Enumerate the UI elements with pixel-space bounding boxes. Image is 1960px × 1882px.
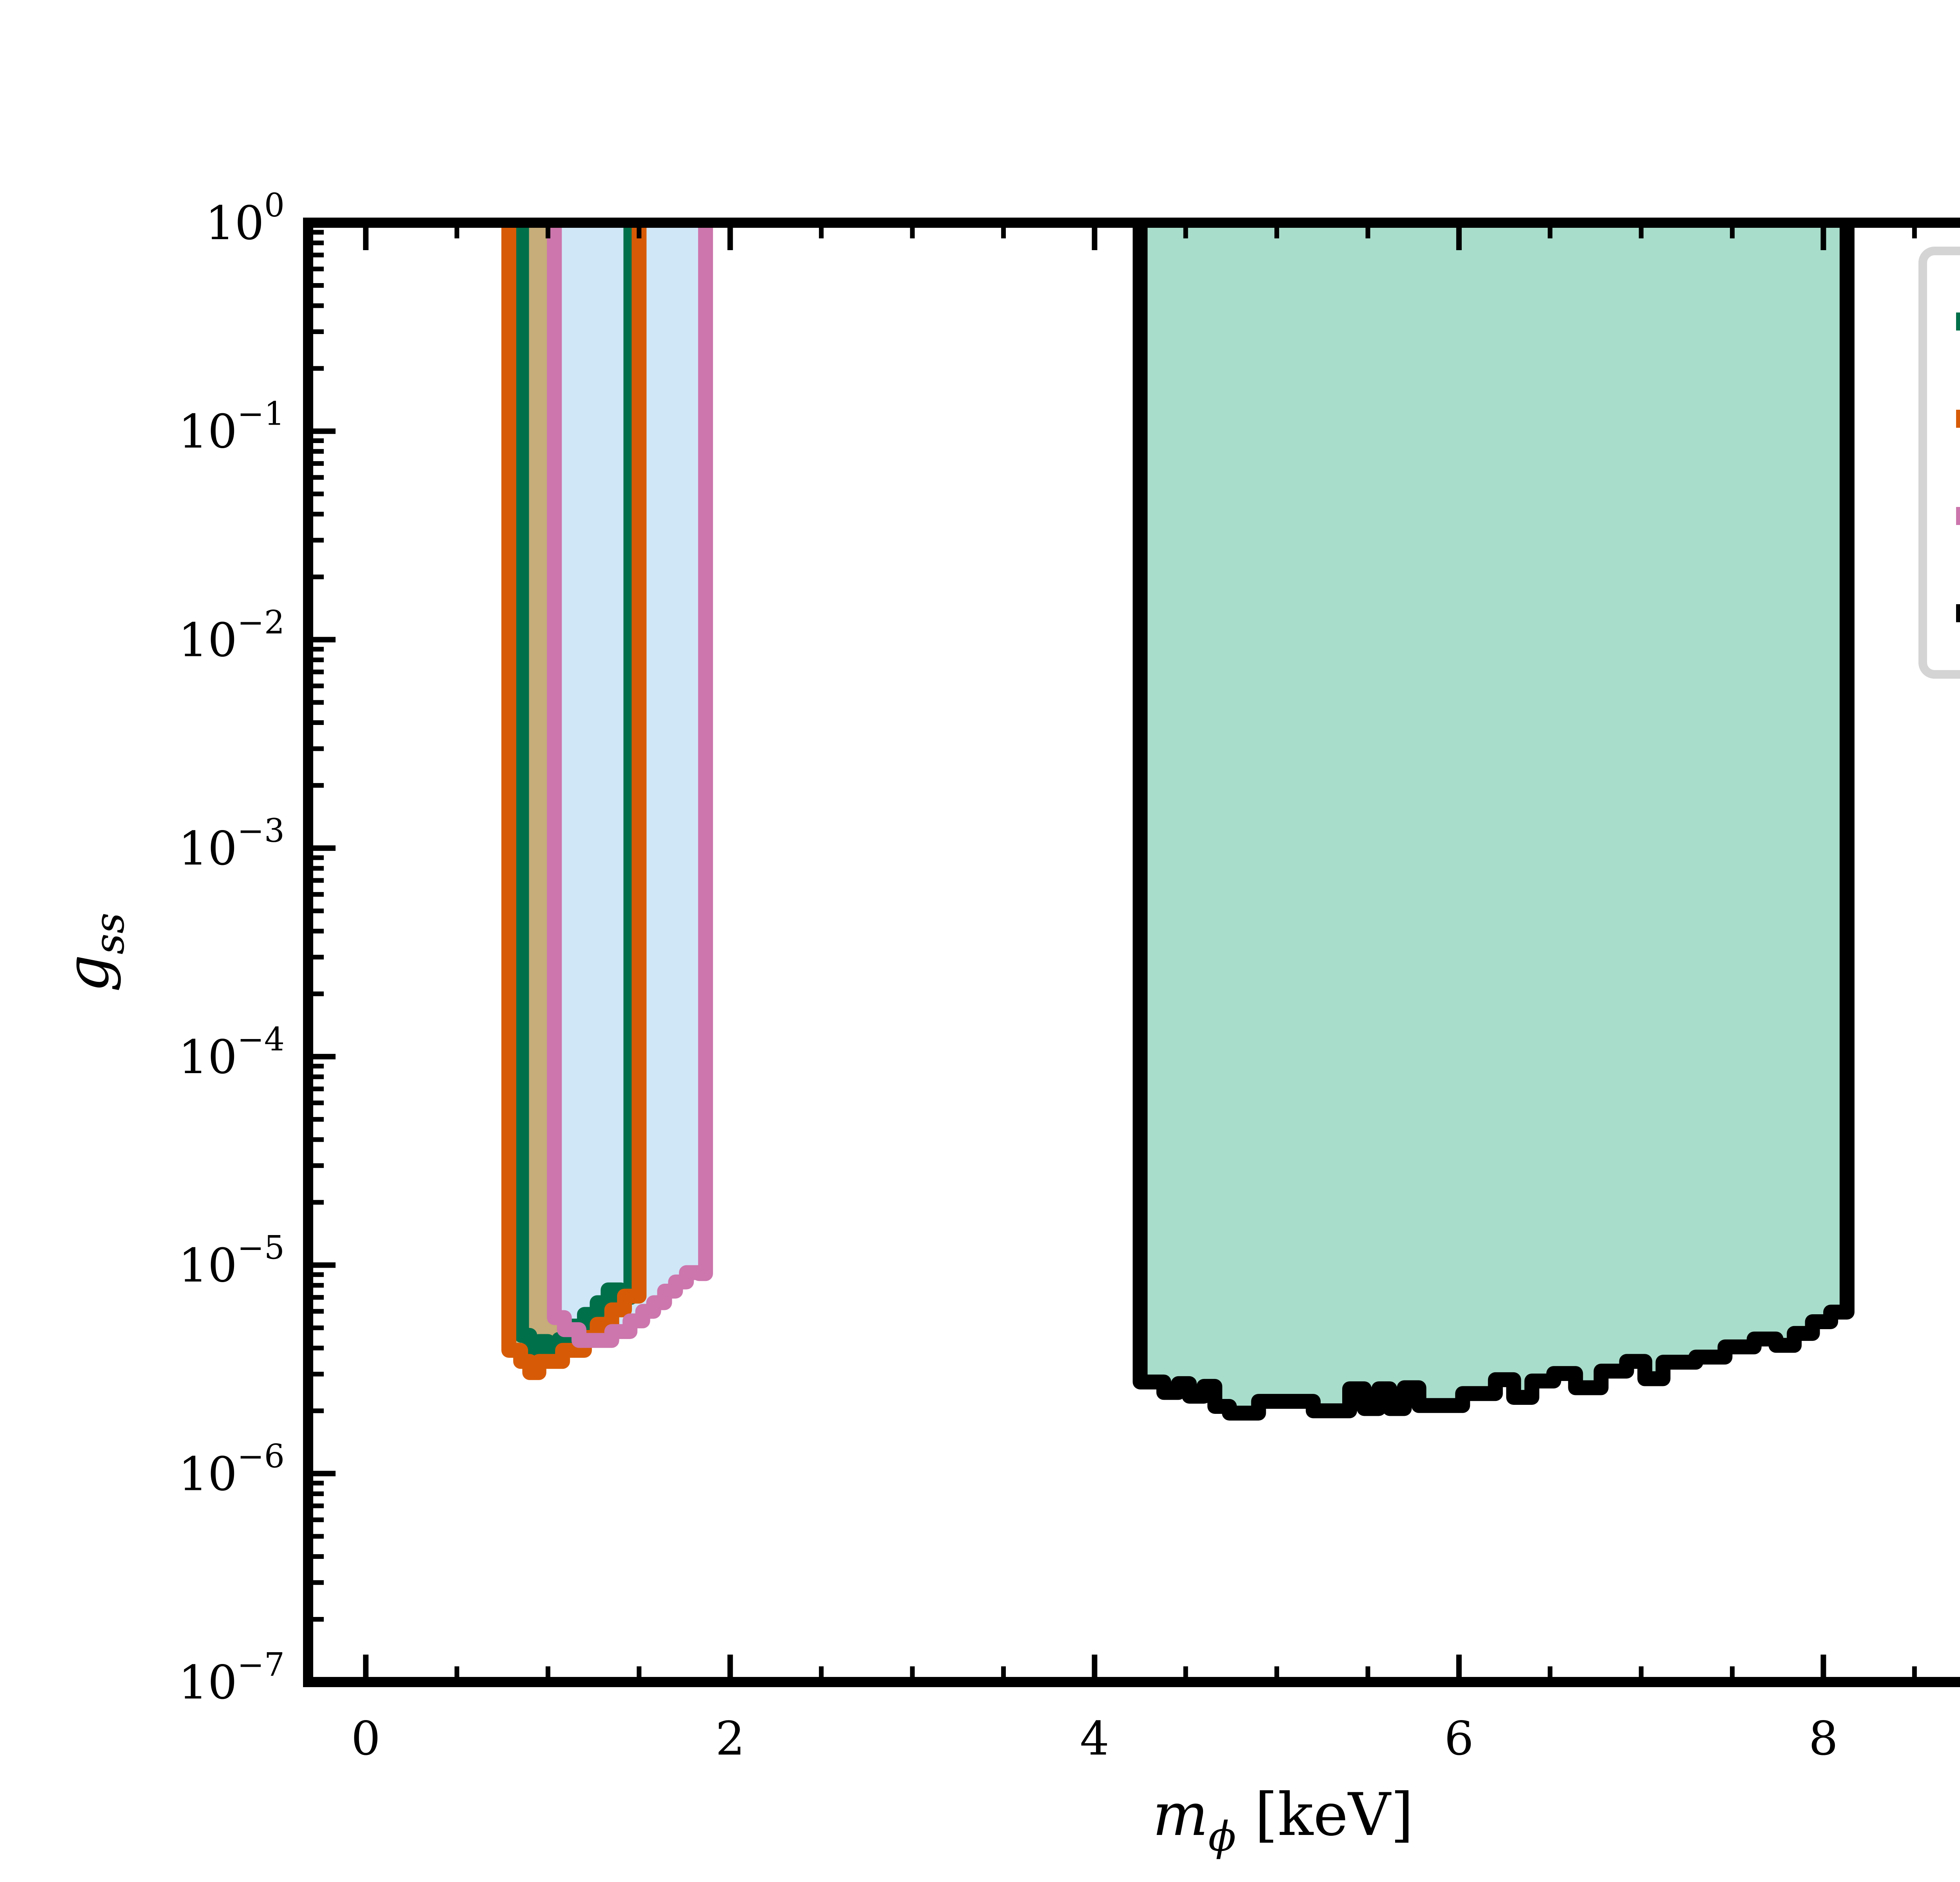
y-tick-label: 10−2 [178,604,285,667]
tick-label-layer: 024681010010−110−210−310−410−510−610−7 [178,187,1838,1766]
x-axis-label-unit: [keV] [1236,1781,1414,1849]
y-axis-label-sub: ss [85,913,133,955]
y-tick-label: 10−3 [178,812,285,876]
band-fill-m4 [1140,223,1847,1413]
x-tick-label: 0 [351,1711,381,1766]
y-axis-label: gss [54,913,133,992]
x-axis-label-sub: ϕ [1208,1813,1236,1860]
band-outline-m3 [547,223,713,1348]
y-tick-label: 10−7 [178,1646,285,1709]
x-axis-label-main: m [1152,1781,1208,1849]
band-outline-m4 [1132,223,1855,1421]
x-tick-label: 2 [715,1711,745,1766]
band-outline-m2 [501,223,647,1380]
y-tick-label: 10−5 [178,1230,285,1293]
y-axis-label-main: g [54,954,122,992]
legend[interactable]: m1m2m3m4 [1918,247,1960,679]
x-tick-label: 6 [1444,1711,1474,1766]
x-axis-label: mϕ [keV] [1152,1781,1414,1860]
data-layer [501,223,1855,1421]
y-tick-label: 10−4 [178,1021,285,1084]
y-tick-label: 100 [205,187,285,250]
y-axis-label-group: gss [54,913,133,992]
y-tick-label: 10−1 [178,396,285,459]
axes-frame [303,218,1960,1687]
x-tick-label: 4 [1080,1711,1109,1766]
x-tick-label: 8 [1809,1711,1838,1766]
legend-box [1918,247,1960,679]
y-tick-label: 10−6 [178,1438,285,1501]
